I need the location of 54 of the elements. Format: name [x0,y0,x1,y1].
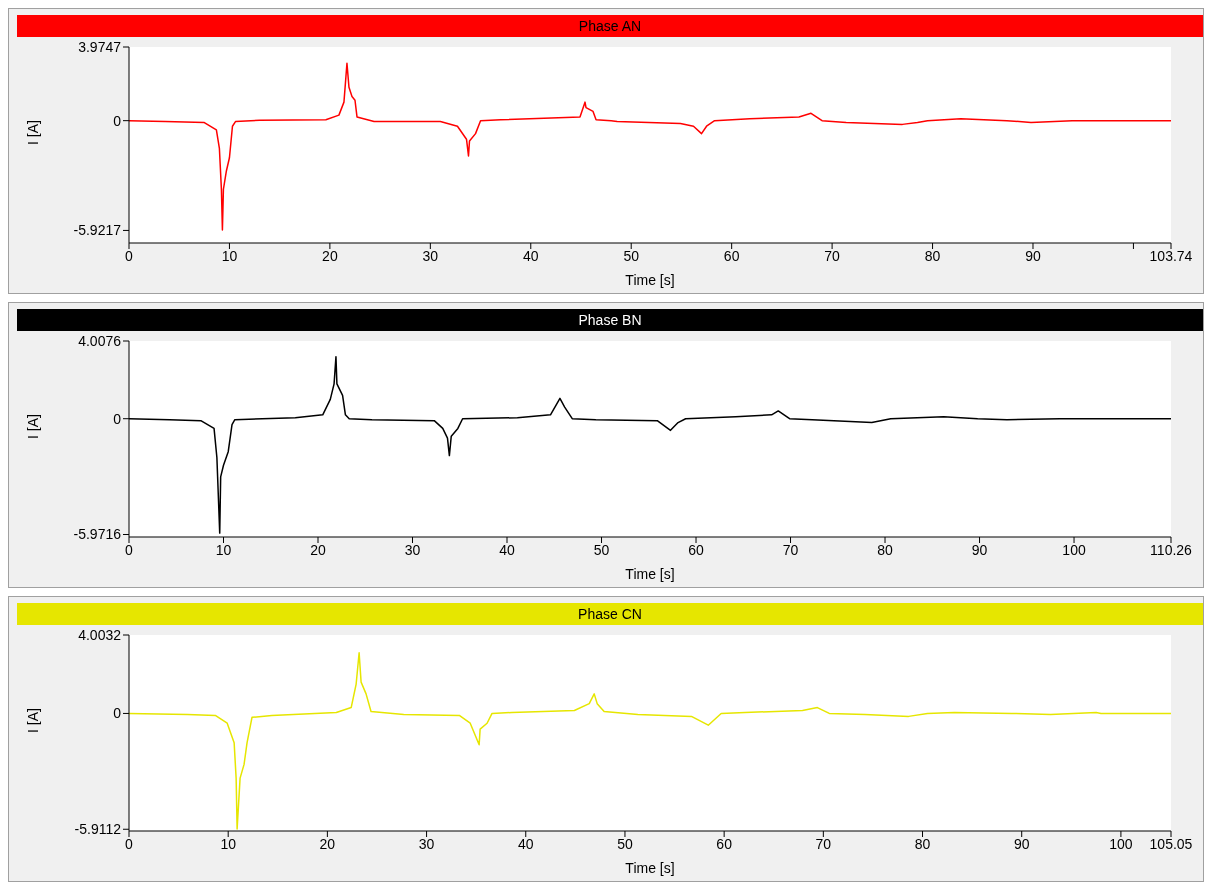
y-tick-label: 4.0076 [78,332,122,349]
x-tick-label: 70 [782,541,799,558]
x-tick-label: 10 [220,835,237,852]
x-tick-label: 90 [1025,247,1041,264]
y-tick-label: 3.9747 [78,38,122,55]
x-tick-label: 0 [125,541,134,558]
x-tick-label: 110.26 [1150,541,1193,558]
x-tick-label: 100 [1062,541,1086,558]
x-tick-label: 20 [310,541,326,558]
x-tick-label: 20 [322,247,338,264]
x-tick-label: 90 [971,541,988,558]
x-tick-label: 50 [623,247,640,264]
x-tick-label: 80 [914,835,931,852]
chart-title: Phase BN [17,309,1203,331]
y-tick-label: 0 [113,705,122,722]
x-tick-label: 40 [499,541,516,558]
x-tick-label: 10 [215,541,232,558]
y-tick-label: 0 [113,410,122,427]
y-tick-label: 0 [113,112,122,129]
x-axis-title: Time [s] [625,272,675,288]
x-tick-label: 103.74 [1149,247,1193,264]
x-tick-label: 70 [815,835,832,852]
x-tick-label: 0 [125,835,134,852]
y-tick-label: 4.0032 [78,626,122,643]
y-axis-title: I [A] [24,414,41,439]
x-tick-label: 70 [824,247,841,264]
x-tick-label: 80 [877,541,894,558]
x-tick-label: 60 [716,835,733,852]
x-tick-label: 50 [593,541,610,558]
x-tick-label: 60 [688,541,705,558]
x-tick-label: 40 [522,247,539,264]
y-tick-label: -5.9716 [73,526,122,543]
x-axis-title: Time [s] [625,566,675,582]
line-series [129,62,1171,231]
y-tick-label: -5.9217 [73,222,122,239]
x-tick-label: 20 [319,835,336,852]
x-tick-label: 50 [617,835,633,852]
x-tick-label: 30 [404,541,421,558]
x-tick-label: 10 [221,247,238,264]
x-tick-label: 100 [1109,835,1133,852]
x-tick-label: 80 [924,247,941,264]
x-tick-label: 30 [418,835,435,852]
y-axis-title: I [A] [24,120,41,145]
chart-title: Phase CN [17,603,1203,625]
x-tick-label: 105.05 [1149,835,1193,852]
y-tick-label: -5.9112 [74,821,122,838]
x-tick-label: 40 [517,835,534,852]
x-tick-label: 30 [422,247,439,264]
chart-title: Phase AN [17,15,1203,37]
y-axis-title: I [A] [24,708,41,733]
x-tick-label: 0 [125,247,134,264]
x-tick-label: 60 [723,247,740,264]
x-axis-title: Time [s] [625,860,675,876]
x-tick-label: 90 [1013,835,1030,852]
